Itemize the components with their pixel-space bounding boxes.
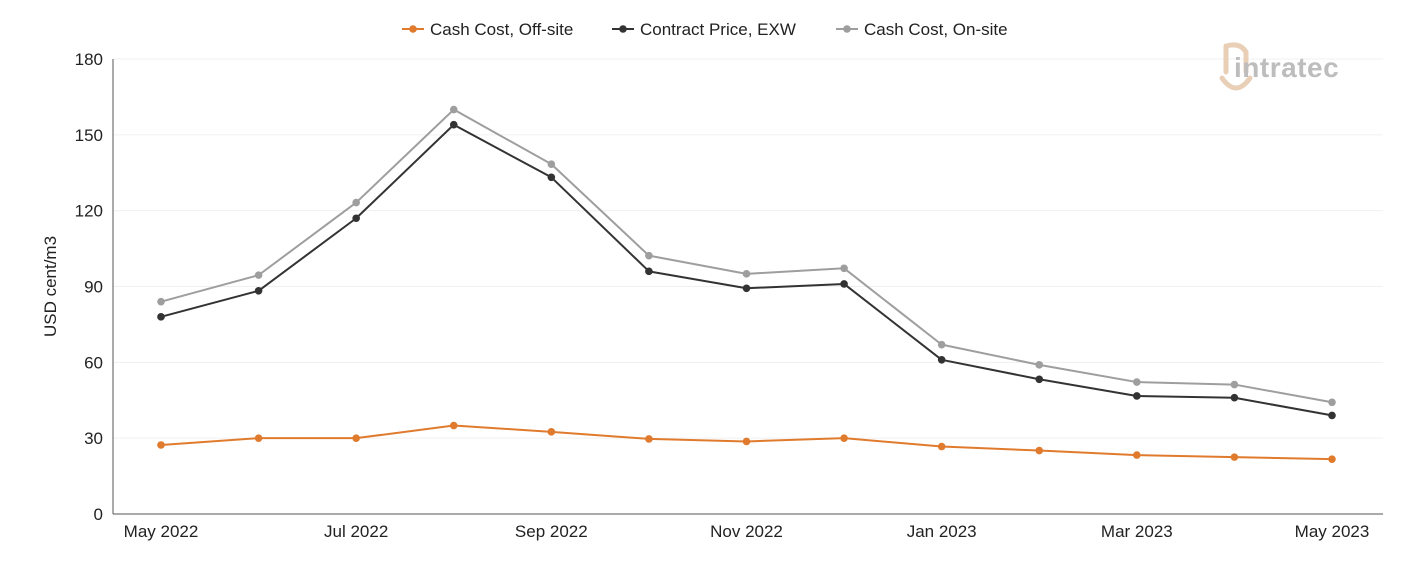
data-point bbox=[547, 173, 556, 182]
data-point bbox=[157, 297, 165, 306]
data-point bbox=[254, 434, 263, 442]
data-point bbox=[254, 286, 263, 295]
data-point bbox=[1035, 361, 1044, 369]
data-point bbox=[352, 198, 360, 207]
series-2 bbox=[157, 105, 1336, 407]
data-point bbox=[840, 280, 848, 288]
legend-swatch-marker bbox=[619, 25, 627, 33]
y-tick-label: 60 bbox=[84, 353, 103, 372]
data-point bbox=[1230, 393, 1239, 402]
data-point bbox=[352, 214, 360, 223]
y-tick-label: 180 bbox=[75, 50, 103, 69]
y-tick-label: 0 bbox=[94, 505, 103, 524]
data-point bbox=[1133, 451, 1141, 459]
legend-swatch-marker bbox=[843, 25, 851, 33]
y-tick-label: 30 bbox=[84, 429, 103, 448]
legend-item: Cash Cost, Off-site bbox=[402, 20, 573, 39]
y-tick-label: 90 bbox=[84, 278, 103, 297]
x-tick-label: May 2023 bbox=[1295, 522, 1370, 541]
logo-text: intratec bbox=[1234, 52, 1339, 83]
legend-item: Contract Price, EXW bbox=[612, 20, 796, 39]
y-axis-title: USD cent/m3 bbox=[41, 236, 60, 337]
data-point bbox=[937, 442, 946, 451]
x-tick-label: Sep 2022 bbox=[515, 522, 588, 541]
logo-mark-icon bbox=[1219, 42, 1253, 91]
x-tick-label: Jul 2022 bbox=[324, 522, 388, 541]
data-point bbox=[1133, 392, 1141, 400]
series-layer bbox=[157, 105, 1336, 463]
data-point bbox=[157, 313, 165, 321]
legend-item: Cash Cost, On-site bbox=[836, 20, 1008, 39]
data-point bbox=[1230, 453, 1239, 461]
x-tick-label: Nov 2022 bbox=[710, 522, 783, 541]
legend: Cash Cost, Off-site Contract Price, EXW Ca… bbox=[402, 20, 1008, 39]
x-tick-label: May 2022 bbox=[124, 522, 199, 541]
data-point bbox=[1035, 375, 1044, 384]
data-point bbox=[1035, 446, 1044, 455]
data-point bbox=[449, 421, 458, 430]
data-point bbox=[742, 437, 751, 446]
data-point bbox=[1328, 398, 1336, 407]
data-point bbox=[449, 120, 458, 129]
data-point bbox=[645, 251, 653, 260]
legend-label: Cash Cost, On-site bbox=[864, 20, 1008, 39]
data-point bbox=[254, 271, 263, 279]
y-tick-label: 150 bbox=[75, 126, 103, 145]
legend-label: Contract Price, EXW bbox=[640, 20, 796, 39]
data-point bbox=[645, 435, 653, 443]
data-point bbox=[547, 428, 556, 436]
data-point bbox=[840, 434, 848, 442]
data-point bbox=[742, 270, 751, 278]
data-point bbox=[1133, 378, 1141, 386]
data-point bbox=[1230, 380, 1239, 389]
series-0 bbox=[157, 421, 1336, 463]
data-point bbox=[645, 267, 653, 276]
data-point bbox=[742, 284, 751, 293]
data-point bbox=[937, 340, 946, 349]
data-point bbox=[1328, 455, 1336, 463]
axis-layer: 0 30 60 90 120 150 180 May 2022 Jul 2022 Sep 2022… bbox=[41, 50, 1383, 541]
grid-layer bbox=[113, 58, 1383, 439]
data-point bbox=[449, 105, 458, 114]
series-line bbox=[160, 108, 1333, 404]
data-point bbox=[352, 434, 360, 442]
intratec-logo: intratec bbox=[1219, 42, 1339, 91]
data-point bbox=[547, 160, 556, 168]
x-tick-label: Mar 2023 bbox=[1101, 522, 1173, 541]
series-1 bbox=[157, 120, 1336, 420]
legend-swatch-marker bbox=[409, 25, 417, 33]
data-point bbox=[937, 356, 946, 364]
x-tick-label: Jan 2023 bbox=[907, 522, 977, 541]
data-point bbox=[1328, 411, 1336, 420]
data-point bbox=[840, 264, 848, 273]
legend-label: Cash Cost, Off-site bbox=[430, 20, 573, 39]
y-tick-label: 120 bbox=[75, 202, 103, 221]
data-point bbox=[157, 441, 165, 449]
